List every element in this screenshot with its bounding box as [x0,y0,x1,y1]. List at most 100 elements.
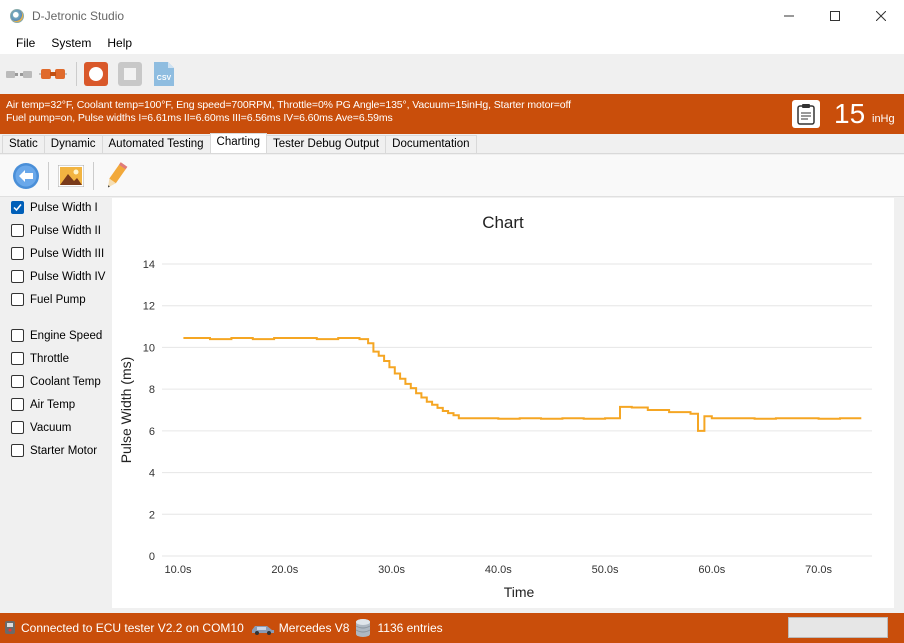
checkbox[interactable] [11,352,24,365]
y-tick-label: 0 [149,551,155,563]
status-line-1: Air temp=32°F, Coolant temp=100°F, Eng s… [6,99,571,111]
checkbox[interactable] [11,201,24,214]
connect-button[interactable] [38,60,68,88]
vacuum-unit: inHg [872,113,895,125]
window-controls [766,0,904,32]
chart-panel: Chart 0 2 4 6 8 10 12 14 10.0s 20.0s 30.0s 40.0s 50.0… [112,198,894,608]
series-option-label: Engine Speed [30,329,103,342]
checkbox[interactable] [11,293,24,306]
maximize-icon[interactable] [812,0,858,32]
y-tick-label: 14 [143,259,155,271]
tab-dynamic[interactable]: Dynamic [43,135,103,153]
y-tick-label: 6 [149,426,155,438]
x-tick-label: 10.0s [165,564,192,576]
menu-file[interactable]: File [16,36,36,50]
x-tick-label: 30.0s [378,564,405,576]
series-option-coolant-temp[interactable]: Coolant Temp [11,375,101,388]
live-status-bar: Air temp=32°F, Coolant temp=100°F, Eng s… [0,94,904,134]
series-option-vacuum[interactable]: Vacuum [11,421,71,434]
y-tick-label: 12 [143,301,155,313]
checkbox[interactable] [11,247,24,260]
record-button[interactable] [81,60,111,88]
tab-tester-debug-output[interactable]: Tester Debug Output [266,135,387,153]
x-axis-label: Time [504,584,535,600]
vehicle-status: Mercedes V8 [250,621,350,635]
clipboard-icon[interactable] [792,100,820,128]
minimize-icon[interactable] [766,0,812,32]
checkbox[interactable] [11,444,24,457]
disconnect-button[interactable] [4,60,34,88]
series-option-pulse-width-ii[interactable]: Pulse Width II [11,224,101,237]
x-tick-label: 20.0s [271,564,298,576]
y-tick-label: 10 [143,342,155,354]
entries-status: 1136 entries [355,618,443,638]
csv-file-icon: CSV [154,62,174,86]
status-input-field[interactable] [788,617,888,638]
plug-disconnected-icon [6,71,32,78]
menu-bar: File System Help [0,32,904,54]
close-icon[interactable] [858,0,904,32]
checkbox[interactable] [11,224,24,237]
series-option-label: Pulse Width III [30,247,105,260]
y-axis-label: Pulse Width (ms) [118,357,134,464]
series-option-label: Pulse Width IV [30,270,106,283]
series-option-label: Starter Motor [30,444,98,457]
back-arrow-icon [13,162,39,189]
stop-button[interactable] [115,60,145,88]
back-button[interactable] [10,160,42,192]
tab-charting[interactable]: Charting [209,133,268,153]
status-lines: Air temp=32°F, Coolant temp=100°F, Eng s… [6,99,571,125]
series-option-pulse-width-i[interactable]: Pulse Width I [11,201,98,214]
app-icon [10,9,24,23]
series-option-pulse-width-iv[interactable]: Pulse Width IV [11,270,105,283]
vehicle-text: Mercedes V8 [278,621,350,635]
series-option-label: Pulse Width I [30,201,98,214]
tab-static[interactable]: Static [2,135,45,153]
pencil-icon [107,161,128,187]
series-option-label: Pulse Width II [30,224,101,237]
tab-automated-testing[interactable]: Automated Testing [101,135,211,153]
series-option-pulse-width-iii[interactable]: Pulse Width III [11,247,104,260]
series-option-starter-motor[interactable]: Starter Motor [11,444,97,457]
tab-documentation[interactable]: Documentation [385,135,477,153]
edit-button[interactable] [100,160,132,192]
title-bar: D-Jetronic Studio [0,0,904,32]
main-toolbar: CSV [0,56,904,92]
series-option-fuel-pump[interactable]: Fuel Pump [11,293,86,306]
menu-system[interactable]: System [51,36,92,50]
checkbox[interactable] [11,375,24,388]
svg-text:CSV: CSV [157,75,172,82]
entries-text: 1136 entries [377,621,443,635]
checkmark-icon [13,204,22,212]
checkbox[interactable] [11,421,24,434]
database-icon [356,619,371,637]
stop-icon [118,62,142,86]
chart-toolbar [0,155,904,197]
connection-status-bar: Connected to ECU tester V2.2 on COM10 Me… [0,613,904,643]
checkbox[interactable] [11,398,24,411]
pulse-width-chart[interactable]: Chart 0 2 4 6 8 10 12 14 10.0s 20.0s 30.0s 40.0s 50.0… [112,198,894,608]
checkbox[interactable] [11,329,24,342]
series-option-engine-speed[interactable]: Engine Speed [11,329,102,342]
vacuum-readout: 15 [834,98,866,129]
x-tick-label: 40.0s [485,564,512,576]
chart-toolbar-separator [48,161,49,190]
series-option-label: Throttle [30,352,69,365]
series-line-pulse-width-1 [183,337,862,432]
series-option-label: Air Temp [30,398,76,411]
toolbar-separator [76,62,77,86]
series-option-throttle[interactable]: Throttle [11,352,69,365]
menu-help[interactable]: Help [107,36,133,50]
tester-device-icon [5,621,15,634]
x-tick-label: 70.0s [805,564,832,576]
tab-strip: Static Dynamic Automated Testing Charting Te… [0,133,904,154]
export-csv-button[interactable]: CSV [149,60,179,88]
checkbox[interactable] [11,270,24,283]
x-tick-label: 50.0s [592,564,619,576]
series-option-air-temp[interactable]: Air Temp [11,398,75,411]
chart-toolbar-separator-2 [93,161,94,190]
series-option-label: Fuel Pump [30,293,86,306]
x-tick-label: 60.0s [698,564,725,576]
save-image-button[interactable] [55,160,87,192]
connection-text: Connected to ECU tester V2.2 on COM10 [21,621,244,635]
